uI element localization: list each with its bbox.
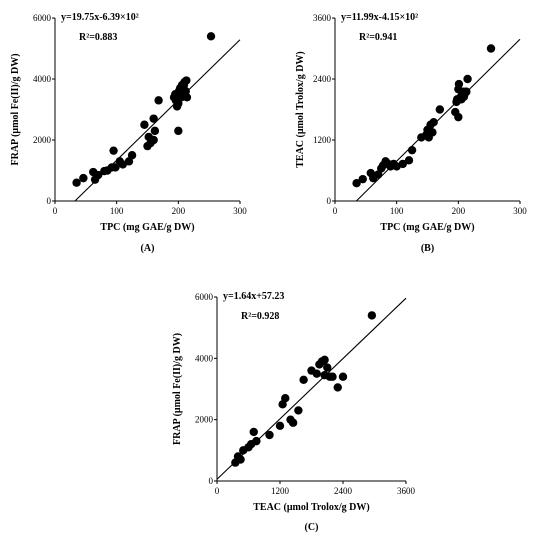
y-tick-label: 0 (209, 476, 214, 486)
data-point (323, 363, 332, 372)
y-tick-label: 1200 (313, 135, 332, 145)
y-tick-label: 2000 (195, 415, 214, 425)
data-point (249, 427, 258, 437)
y-tick-label: 2000 (33, 135, 52, 145)
data-point (252, 436, 261, 446)
data-point (182, 76, 191, 85)
x-tick-label: 2400 (334, 486, 353, 496)
x-tick-label: 100 (110, 206, 124, 216)
regression-equation: y=1.64x+57.23 (223, 291, 284, 302)
data-point (72, 178, 81, 187)
y-tick-label: 0 (47, 196, 52, 206)
data-point (140, 120, 149, 129)
regression-equation: y=11.99x-4.15×10² (341, 12, 418, 23)
chart-panel-b: 0 100 200 300 0 1200 2400 3600 TPC (mg GAE/g DW)… (295, 12, 527, 254)
data-point (486, 44, 496, 53)
x-tick-label: 1200 (271, 486, 290, 496)
x-axis-label: TPC (mg GAE/g DW) (100, 222, 194, 233)
data-point (407, 145, 417, 155)
y-axis-label: FRAP (μmol Fe(II)/g DW) (172, 333, 183, 445)
data-point (288, 418, 298, 427)
x-axis-label: TPC (mg GAE/g DW) (380, 222, 474, 233)
data-point (79, 173, 88, 183)
data-point (299, 375, 308, 384)
regression-line (355, 38, 521, 202)
data-point (236, 455, 245, 464)
data-point (404, 156, 414, 165)
data-point (338, 372, 348, 381)
data-point (429, 118, 438, 127)
chart-panel-a: 0 100 200 300 0 2000 4000 6000 TPC (mg GAE/g DW)… (10, 12, 247, 254)
r-squared-label: R²=0.928 (241, 311, 279, 322)
y-tick-label: 6000 (195, 292, 214, 302)
data-point (398, 159, 408, 169)
data-point (333, 383, 342, 392)
data-point (93, 170, 103, 180)
x-tick-label: 0 (215, 486, 220, 496)
y-tick-label: 4000 (195, 353, 214, 363)
x-tick-label: 0 (333, 206, 338, 216)
y-tick-label: 6000 (33, 13, 52, 23)
x-tick-label: 0 (53, 206, 58, 216)
panel-label: (C) (305, 522, 319, 533)
data-point (127, 151, 137, 160)
r-squared-label: R²=0.941 (359, 32, 397, 43)
data-point (265, 430, 274, 440)
y-tick-label: 3600 (313, 13, 332, 23)
x-tick-label: 200 (452, 206, 466, 216)
data-point (428, 128, 437, 137)
data-point (367, 311, 377, 320)
data-point (174, 126, 183, 136)
x-tick-label: 3600 (397, 486, 416, 496)
data-point (454, 79, 464, 89)
data-point (435, 105, 445, 114)
y-axis-label: TEAC (μmol Trolox/g DW) (295, 51, 306, 168)
data-point (463, 74, 472, 84)
data-point (149, 135, 158, 145)
x-tick-label: 100 (390, 206, 404, 216)
x-axis-label: TEAC (μmol Trolox/g DW) (253, 502, 370, 513)
data-point (462, 87, 471, 96)
data-point (109, 146, 118, 155)
data-point (294, 406, 303, 415)
data-point (154, 96, 163, 105)
data-point (312, 369, 321, 378)
panel-label: (B) (421, 243, 434, 254)
data-point (320, 355, 329, 365)
y-tick-label: 0 (327, 196, 332, 206)
regression-equation: y=19.75x-6.39×10² (61, 12, 139, 23)
data-point (149, 114, 158, 123)
x-tick-label: 200 (172, 206, 186, 216)
data-point (281, 394, 290, 403)
data-point (182, 93, 192, 102)
x-tick-label: 300 (233, 206, 247, 216)
y-tick-label: 4000 (33, 74, 52, 84)
y-axis-label: FRAP (μmol Fe(II)/g DW) (10, 53, 21, 165)
x-tick-label: 300 (513, 206, 527, 216)
chart-panel-c: 0 1200 2400 3600 0 2000 4000 6000 TEAC (μmol Tro… (172, 291, 416, 533)
panel-label: (A) (141, 243, 155, 254)
data-point (328, 372, 337, 381)
data-point (358, 174, 367, 184)
data-point (150, 126, 160, 136)
r-squared-label: R²=0.883 (79, 32, 117, 43)
data-point (206, 32, 216, 41)
data-point (352, 179, 361, 188)
y-tick-label: 2400 (313, 74, 332, 84)
data-point (454, 112, 463, 122)
data-point (111, 163, 120, 172)
data-point (275, 421, 285, 430)
